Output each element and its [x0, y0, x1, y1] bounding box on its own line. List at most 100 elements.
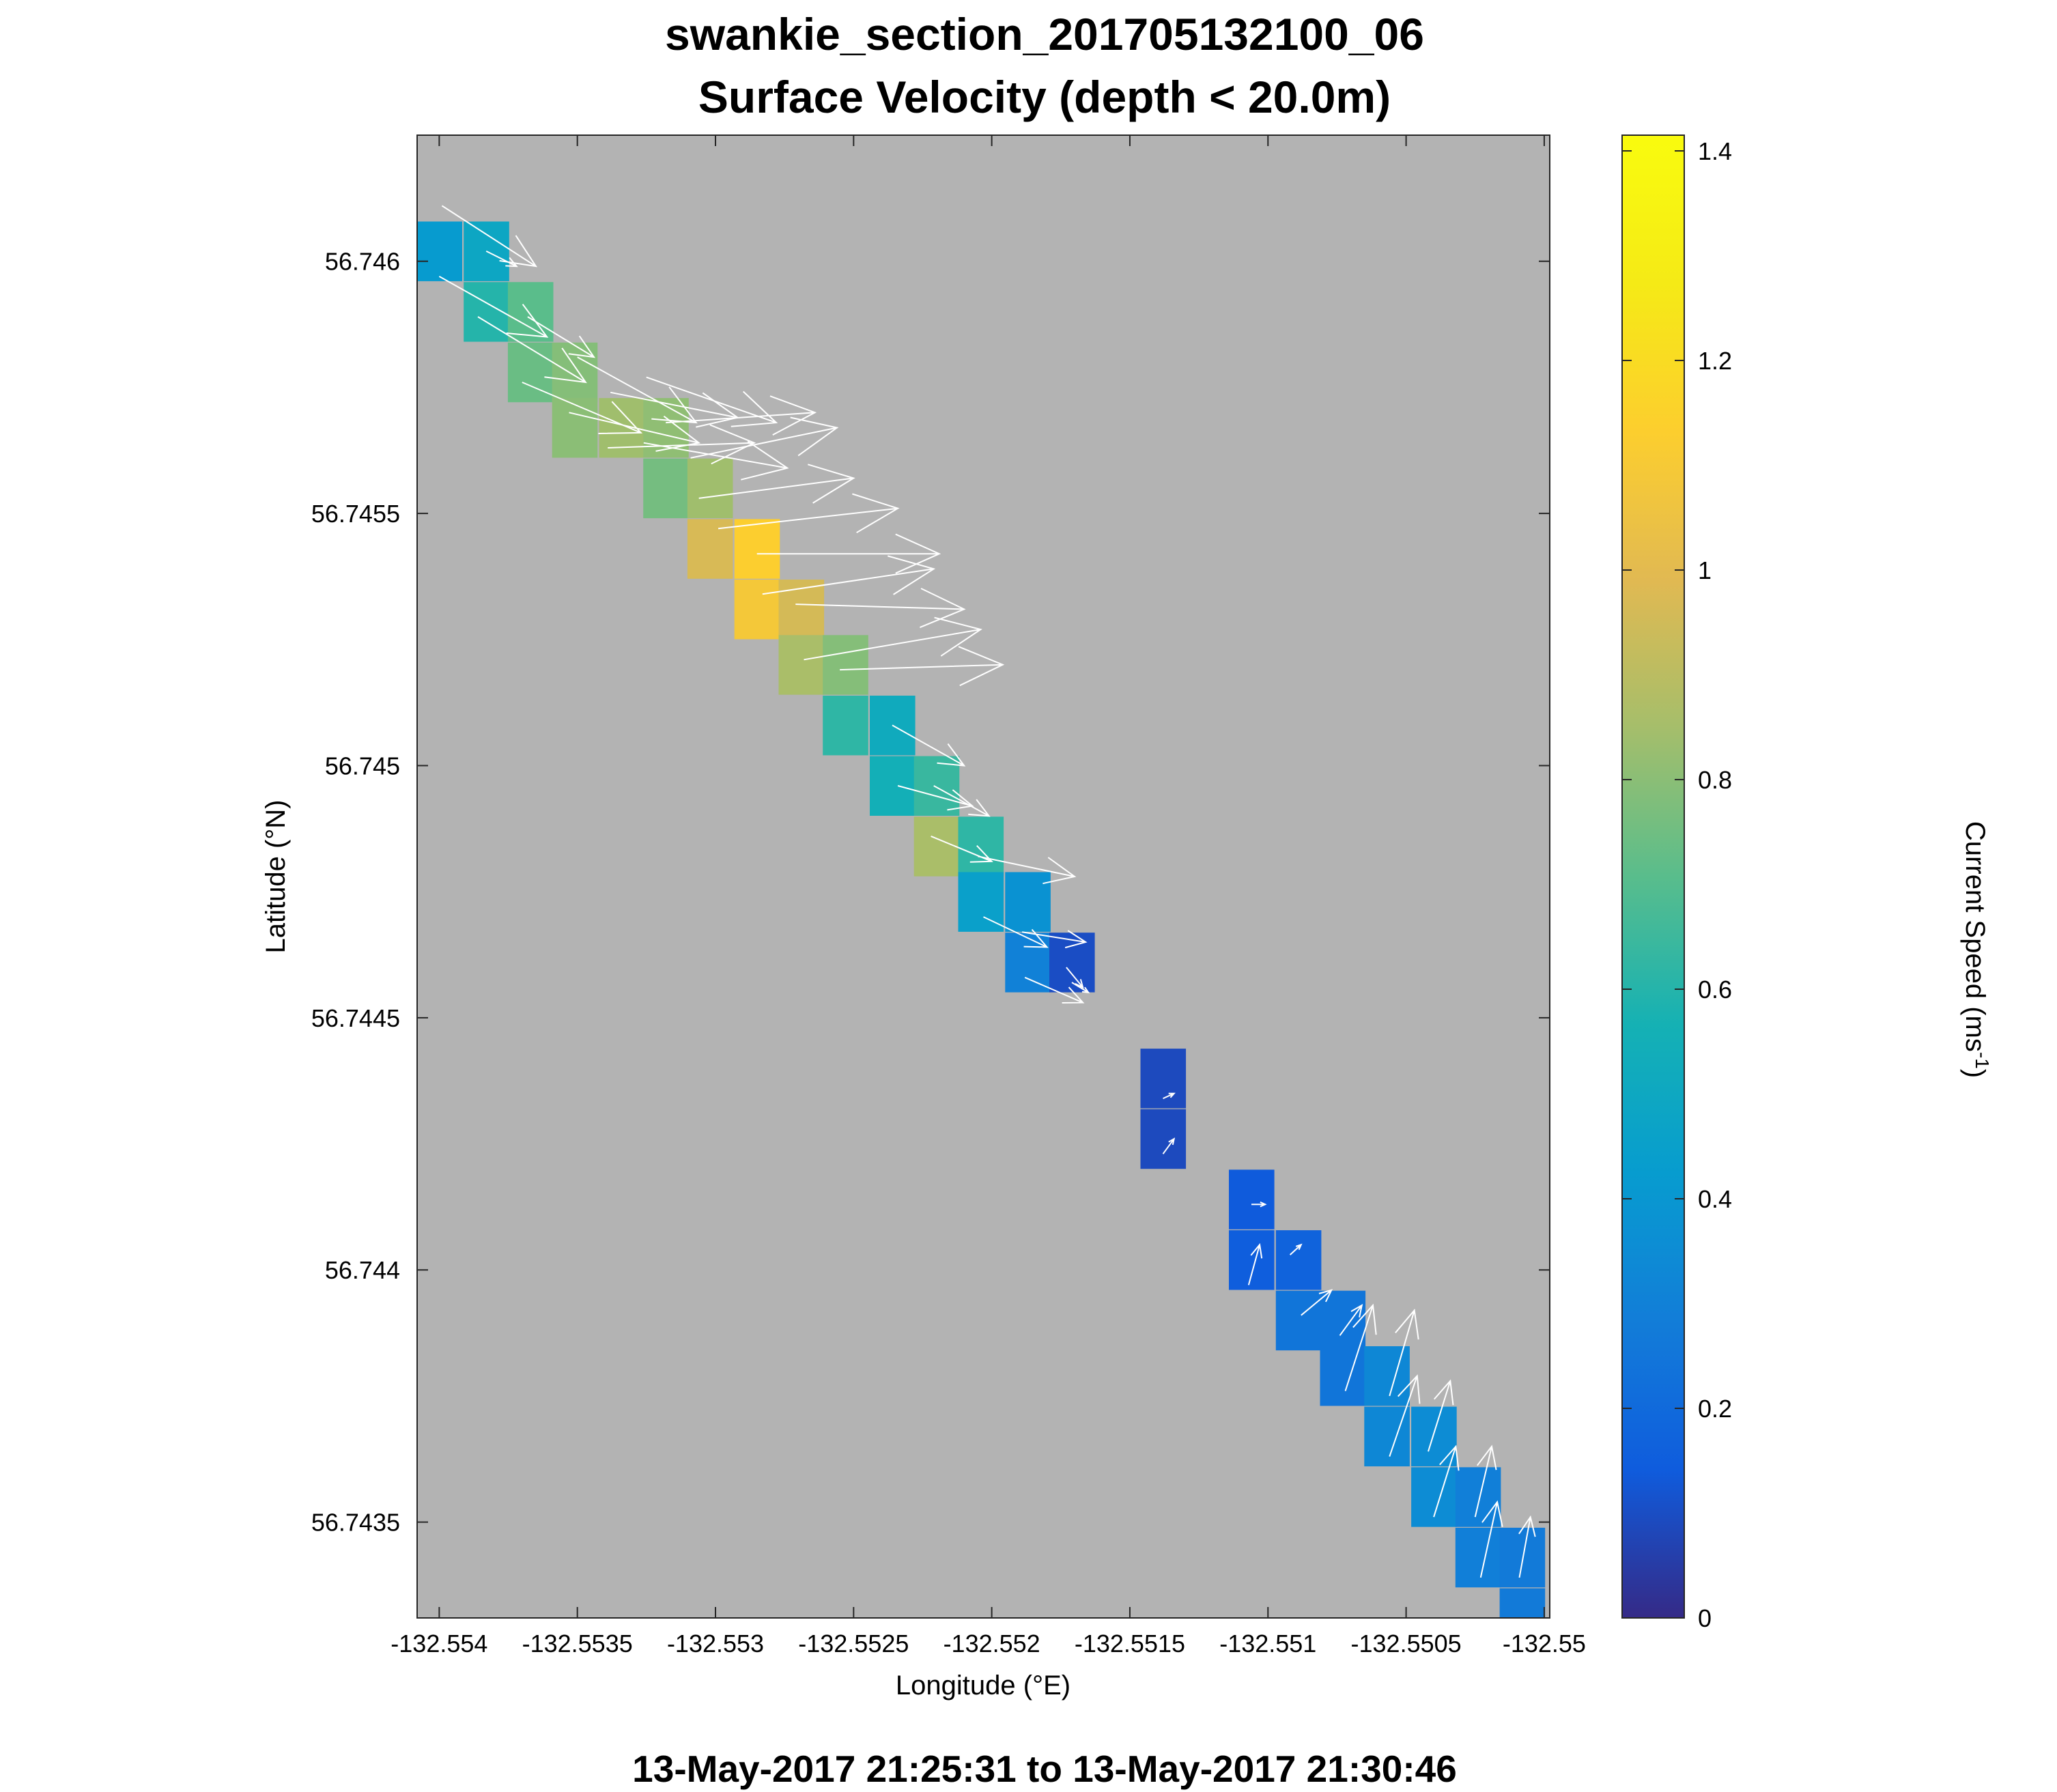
velocity-arrow — [1389, 1374, 1421, 1457]
velocity-arrow — [933, 785, 991, 817]
x-tick-label: -132.5515 — [1075, 1630, 1185, 1658]
colorbar-tick-label: 0 — [1698, 1604, 1712, 1632]
velocity-arrow — [1301, 1289, 1333, 1316]
colorbar-tick-label: 0.2 — [1698, 1395, 1732, 1423]
colorbar-label-text: Current Speed (ms — [1960, 821, 1990, 1052]
velocity-arrow — [1247, 1242, 1263, 1285]
x-tick-label: -132.554 — [391, 1630, 487, 1658]
speed-cell — [687, 519, 733, 579]
velocity-arrow — [718, 493, 900, 534]
speed-cell — [1411, 1467, 1457, 1527]
speed-cell — [778, 580, 825, 640]
speed-cell — [1499, 1588, 1546, 1618]
speed-cell — [913, 816, 960, 877]
velocity-arrow — [1428, 1379, 1454, 1452]
x-tick-label: -132.551 — [1219, 1630, 1316, 1658]
velocity-arrow — [804, 616, 982, 661]
colorbar-tick-label: 0.4 — [1698, 1185, 1732, 1213]
speed-cell — [1005, 872, 1051, 932]
y-tick-label: 56.7455 — [311, 500, 400, 528]
velocity-arrow — [897, 785, 974, 811]
y-tick-label: 56.7445 — [311, 1004, 400, 1032]
speed-cell — [1140, 1109, 1187, 1169]
speed-cell — [417, 221, 462, 281]
velocity-arrow — [643, 440, 789, 481]
speed-cell — [643, 398, 689, 458]
colorbar-label-exponent: -1 — [1972, 1052, 1993, 1069]
velocity-arrow — [892, 724, 966, 767]
x-tick-label: -132.5505 — [1351, 1630, 1462, 1658]
speed-cell — [1320, 1290, 1366, 1351]
x-axis: -132.554 -132.5535 -132.553 -132.5525 -132.5… — [391, 135, 1586, 1658]
velocity-arrow — [569, 412, 701, 452]
colorbar-tick-label: 1 — [1698, 556, 1712, 584]
velocity-arrow — [1071, 982, 1090, 994]
velocity-arrow — [1021, 930, 1088, 949]
speed-cell — [823, 696, 868, 756]
time-range-footer: 13-May-2017 21:25:31 to 13-May-2017 21:3… — [632, 1748, 1457, 1790]
speed-cell — [552, 398, 598, 458]
speed-cell — [1275, 1290, 1322, 1351]
speed-cell — [1455, 1527, 1501, 1588]
speed-cell — [1229, 1230, 1275, 1290]
speed-cell — [823, 635, 868, 695]
velocity-arrow — [1251, 1201, 1267, 1208]
velocity-arrow — [1389, 1308, 1419, 1397]
colorbar-tick-label: 0.6 — [1698, 976, 1732, 1004]
speed-cell — [1275, 1230, 1322, 1290]
speed-cell — [870, 756, 916, 816]
velocity-arrow — [1289, 1243, 1303, 1255]
velocity-arrow — [1479, 1500, 1503, 1578]
colorbar-label: Current Speed (ms-1) — [1960, 821, 1993, 1078]
speed-cell — [687, 458, 733, 519]
velocity-vectors — [438, 205, 1536, 1578]
speed-cell — [1364, 1346, 1410, 1406]
speed-cell — [734, 519, 780, 579]
speed-cell — [958, 872, 1004, 932]
velocity-arrow — [485, 251, 518, 268]
chart-subtitle: Surface Velocity (depth < 20.0m) — [698, 72, 1391, 122]
x-tick-label: -132.5525 — [798, 1630, 909, 1658]
y-tick-label: 56.746 — [325, 248, 400, 276]
speed-cell — [778, 635, 825, 695]
y-axis-label: Latitude (°N) — [261, 800, 291, 954]
velocity-arrow — [1474, 1445, 1497, 1518]
speed-cell — [1005, 933, 1051, 993]
speed-cell — [1049, 933, 1095, 993]
colorbar-tick-label: 1.4 — [1698, 137, 1732, 165]
x-tick-label: -132.553 — [667, 1630, 764, 1658]
velocity-arrow — [1162, 1137, 1176, 1154]
velocity-arrow — [762, 555, 936, 595]
speed-cell — [1229, 1169, 1275, 1229]
velocity-arrow — [646, 376, 778, 427]
colorbar-label-close: ) — [1960, 1069, 1990, 1078]
x-axis-label: Longitude (°E) — [896, 1670, 1070, 1701]
velocity-arrow — [795, 588, 966, 629]
velocity-arrow — [1339, 1304, 1363, 1336]
y-axis: 56.746 56.7455 56.745 56.7445 56.744 56.7435 — [311, 248, 1550, 1537]
speed-cell — [1140, 1049, 1187, 1109]
velocity-arrow — [666, 395, 817, 436]
y-tick-label: 56.744 — [325, 1256, 400, 1284]
colorbar-tick-label: 0.8 — [1698, 766, 1732, 794]
velocity-arrow — [840, 646, 1005, 687]
velocity-arrow — [527, 316, 596, 358]
y-tick-label: 56.7435 — [311, 1509, 400, 1537]
speed-cell — [1411, 1406, 1457, 1466]
y-tick-label: 56.745 — [325, 752, 400, 780]
velocity-arrow — [756, 533, 941, 574]
speed-cell — [1320, 1346, 1366, 1406]
velocity-arrow — [978, 855, 1077, 885]
x-tick-label: -132.55 — [1503, 1630, 1586, 1658]
plot-frame — [416, 134, 1550, 1619]
chart-title: swankie_section_201705132100_06 — [665, 9, 1424, 59]
speed-cell — [1364, 1406, 1410, 1466]
velocity-arrow — [477, 316, 587, 384]
velocity-arrow — [983, 916, 1049, 948]
velocity-arrow — [1518, 1515, 1536, 1578]
velocity-arrow — [1344, 1303, 1377, 1391]
velocity-arrow — [698, 464, 855, 504]
velocity-arrow — [1066, 967, 1084, 989]
speed-cell — [507, 282, 554, 342]
